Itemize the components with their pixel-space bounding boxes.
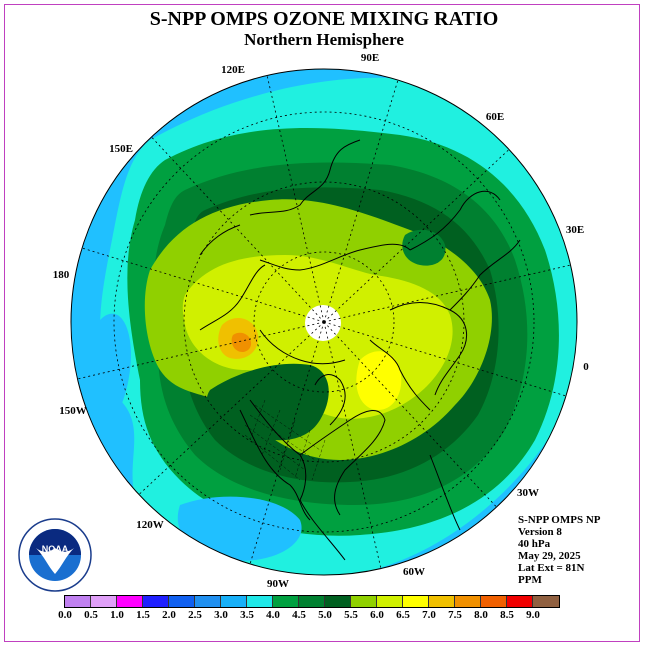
color-swatch xyxy=(221,596,247,607)
color-scale-label: 0.0 xyxy=(58,609,72,621)
map-subtitle: Northern Hemisphere xyxy=(244,30,404,49)
logo-text: NOAA xyxy=(42,544,69,554)
color-swatch xyxy=(455,596,481,607)
color-scale-label: 8.5 xyxy=(500,609,514,621)
color-scale-label: 8.0 xyxy=(474,609,488,621)
lon-label-120e: 120E xyxy=(221,64,245,76)
color-scale-label: 4.5 xyxy=(292,609,306,621)
info-date: May 29, 2025 xyxy=(518,550,581,562)
info-level: 40 hPa xyxy=(518,538,551,550)
info-version: Version 8 xyxy=(518,526,562,538)
color-swatch xyxy=(507,596,533,607)
color-scale-label: 4.0 xyxy=(266,609,280,621)
color-swatch xyxy=(533,596,559,607)
color-scale-label: 3.0 xyxy=(214,609,228,621)
meridian-line xyxy=(323,149,510,323)
ozone-band-low-5.0 xyxy=(206,363,329,441)
lon-label-60w: 60W xyxy=(403,566,425,578)
lon-label-150w: 150W xyxy=(59,405,87,417)
lon-label-0: 0 xyxy=(583,361,589,373)
color-scale-label: 2.0 xyxy=(162,609,176,621)
color-scale-label: 7.5 xyxy=(448,609,462,621)
color-swatch xyxy=(195,596,221,607)
map-boundary xyxy=(70,68,578,576)
meridian-line xyxy=(323,321,497,508)
color-scale-label: 0.5 xyxy=(84,609,98,621)
longitude-labels: 90E 60E 30E 0 30W 60W 90W 120W 150W 180 … xyxy=(53,52,590,590)
color-swatch xyxy=(143,596,169,607)
color-scale-label: 7.0 xyxy=(422,609,436,621)
color-swatch xyxy=(351,596,377,607)
meridian-line xyxy=(323,321,567,397)
ozone-field xyxy=(71,69,577,575)
meridian-line xyxy=(249,321,325,565)
lon-label-60e: 60E xyxy=(486,111,504,123)
color-scale-label: 6.0 xyxy=(370,609,384,621)
meridian-line xyxy=(81,247,325,323)
lon-label-30w: 30W xyxy=(517,487,539,499)
ozone-band-3.0-west xyxy=(88,313,131,423)
color-scale-label: 2.5 xyxy=(188,609,202,621)
color-swatch xyxy=(273,596,299,607)
color-swatch xyxy=(169,596,195,607)
color-swatch xyxy=(117,596,143,607)
color-scale-label: 1.5 xyxy=(136,609,150,621)
color-scale-label: 9.0 xyxy=(526,609,540,621)
info-instrument: S-NPP OMPS NP xyxy=(518,514,601,526)
noaa-logo: NOAA xyxy=(18,518,92,592)
color-scale-label: 5.0 xyxy=(318,609,332,621)
lon-label-90w: 90W xyxy=(267,578,289,590)
color-swatch xyxy=(429,596,455,607)
lon-label-90e: 90E xyxy=(361,52,379,64)
color-swatch xyxy=(377,596,403,607)
color-swatch xyxy=(403,596,429,607)
color-swatch xyxy=(65,596,91,607)
color-scale-bar xyxy=(64,595,560,608)
us-state-grid xyxy=(244,399,326,481)
lon-label-120w: 120W xyxy=(136,519,164,531)
info-units: PPM xyxy=(518,574,542,586)
meridian-line xyxy=(323,321,382,569)
color-scale-label: 3.5 xyxy=(240,609,254,621)
color-swatch xyxy=(481,596,507,607)
ozone-band-3.0-pacific xyxy=(177,496,302,561)
color-swatch xyxy=(299,596,325,607)
color-swatch xyxy=(247,596,273,607)
lon-label-180: 180 xyxy=(53,269,70,281)
ozone-band-7.5 xyxy=(231,332,252,352)
info-lat-ext: Lat Ext = 81N xyxy=(518,562,585,574)
coastlines xyxy=(199,139,521,561)
meridian-line xyxy=(323,79,399,323)
lon-label-150e: 150E xyxy=(109,143,133,155)
page-frame xyxy=(4,4,640,642)
meridian-line xyxy=(77,321,325,380)
meridian-line xyxy=(138,321,325,495)
graticule xyxy=(113,111,535,533)
color-scale-label: 5.5 xyxy=(344,609,358,621)
meridian-line xyxy=(151,136,325,323)
color-swatch xyxy=(325,596,351,607)
lon-label-30e: 30E xyxy=(566,224,584,236)
color-scale-label: 6.5 xyxy=(396,609,410,621)
meridian-line xyxy=(323,264,571,323)
meridian-lines xyxy=(77,75,571,569)
map-title: S-NPP OMPS OZONE MIXING RATIO xyxy=(149,8,499,30)
meridian-line xyxy=(266,75,325,323)
info-panel: S-NPP OMPS NP Version 8 40 hPa May 29, 2… xyxy=(518,514,601,586)
color-swatch xyxy=(91,596,117,607)
color-scale-label: 1.0 xyxy=(110,609,124,621)
